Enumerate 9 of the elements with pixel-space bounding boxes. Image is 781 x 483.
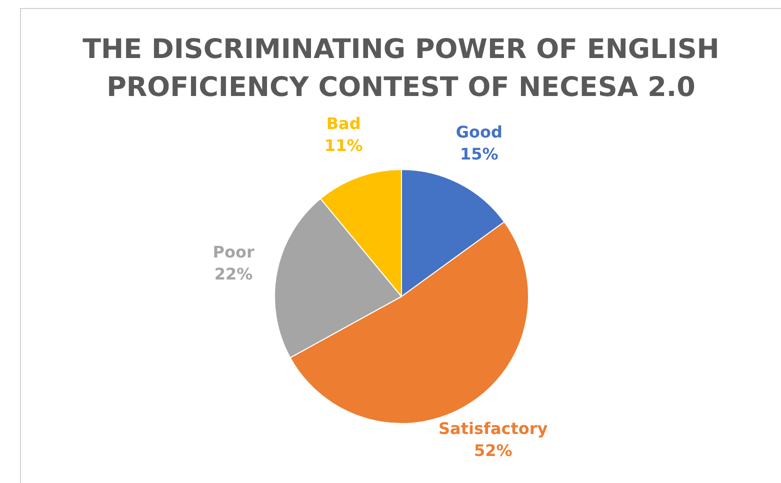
- data-label: 22%: [214, 264, 253, 284]
- data-label: 11%: [324, 136, 363, 155]
- slice-label: Satisfactory: [438, 419, 548, 438]
- data-label: 15%: [460, 144, 498, 164]
- slice-label: Poor: [212, 242, 254, 262]
- data-label: 52%: [474, 441, 512, 460]
- slice-label: Good: [456, 122, 502, 142]
- slice-label: Bad: [326, 114, 361, 133]
- chart-title: THE DISCRIMINATING POWER OF ENGLISH PROFICIENCY CONTEST OF NECESA 2.0: [82, 33, 720, 105]
